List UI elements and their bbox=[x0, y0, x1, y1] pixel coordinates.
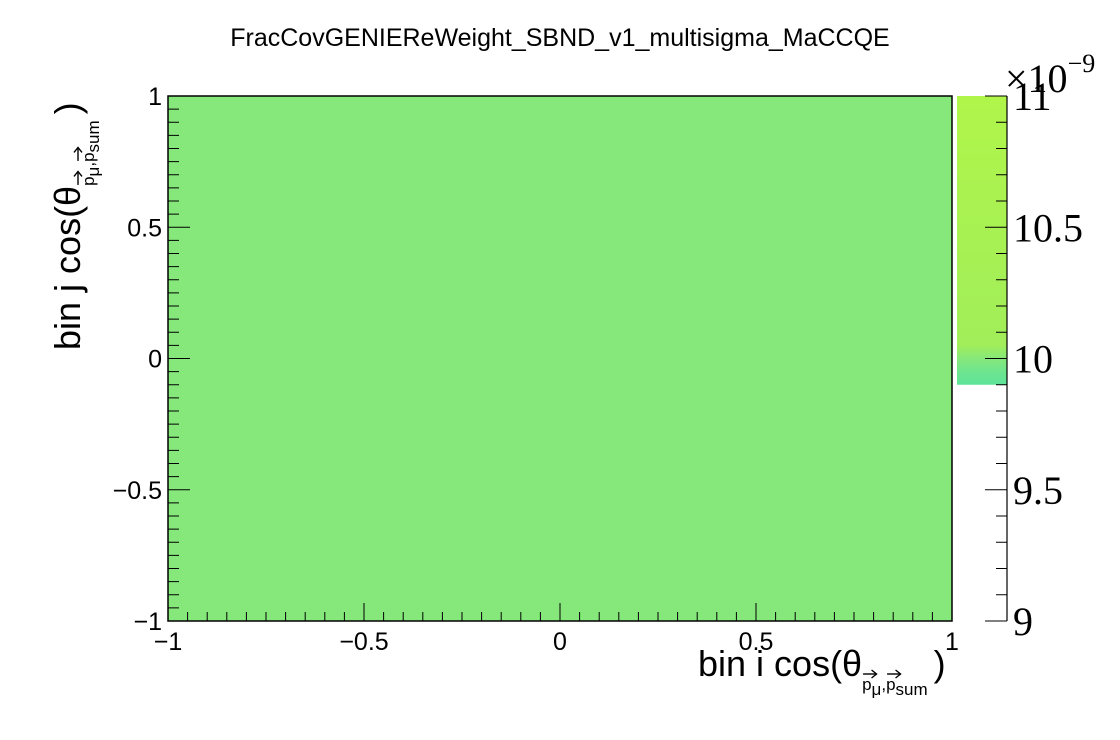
x-axis-label-text: bin i cos(θpμ,psum) bbox=[698, 643, 946, 699]
x-axis-label: bin i cos(θpμ,psum) bbox=[698, 643, 946, 699]
x-axis-label-vector-arrowhead bbox=[895, 669, 902, 679]
colorbar-tick-label: 11 bbox=[1013, 74, 1052, 119]
y-axis-label-sub-p2: p bbox=[79, 152, 98, 161]
x-axis-label-sub-sum: sum bbox=[896, 680, 928, 699]
x-axis-label-sub-mu: μ bbox=[872, 680, 882, 699]
x-tick-label: 1 bbox=[945, 628, 959, 656]
x-tick-label: 0 bbox=[553, 628, 567, 656]
x-axis-label-suffix: ) bbox=[934, 643, 946, 684]
y-axis-label-text: bin j cos(θpμ,psum) bbox=[47, 102, 103, 350]
y-tick-label: −0.5 bbox=[113, 477, 162, 505]
x-axis-label-vector-arrowhead bbox=[871, 669, 878, 679]
x-tick-label: −0.5 bbox=[339, 628, 388, 656]
colorbar-multiplier: ×10−9 bbox=[1005, 49, 1095, 101]
y-axis-label: bin j cos(θpμ,psum) bbox=[47, 102, 103, 350]
y-axis-label-sub-sum: sum bbox=[84, 120, 103, 152]
colorbar-tick-label: 10 bbox=[1013, 337, 1053, 382]
y-tick-label: 0.5 bbox=[127, 214, 162, 242]
x-tick-label: 0.5 bbox=[739, 628, 774, 656]
y-axis-label-sub-p1: p bbox=[79, 176, 98, 185]
x-tick-label: −1 bbox=[154, 628, 183, 656]
colorbar-tick-label: 9.5 bbox=[1013, 468, 1063, 513]
y-tick-label: 1 bbox=[148, 83, 162, 111]
x-axis-label-sub-p2: p bbox=[886, 675, 895, 694]
x-axis-label-prefix: bin i cos(θ bbox=[698, 643, 862, 684]
y-axis-label-prefix: bin j cos(θ bbox=[47, 186, 88, 350]
x-axis-label-sub-p1: p bbox=[862, 675, 871, 694]
y-axis-label-vector-arrowhead bbox=[73, 146, 83, 153]
y-axis-label-suffix: ) bbox=[47, 102, 88, 114]
y-tick-label: 0 bbox=[148, 346, 162, 374]
colorbar-fill bbox=[957, 96, 1007, 385]
colorbar-tick-label: 9 bbox=[1013, 599, 1033, 644]
chart-title: FracCovGENIEReWeight_SBND_v1_multisigma_… bbox=[230, 24, 889, 52]
heatmap-cell bbox=[168, 96, 952, 621]
x-axis-label-sub-sep: , bbox=[881, 675, 886, 694]
colorbar-multiplier-base: ×10 bbox=[1005, 56, 1068, 101]
y-tick-label: −1 bbox=[133, 608, 162, 636]
y-axis-label-vector-arrowhead bbox=[73, 170, 83, 177]
colorbar-tick-label: 10.5 bbox=[1013, 205, 1083, 250]
y-axis-label-sub-mu: μ bbox=[84, 167, 103, 177]
colorbar-multiplier-exponent: −9 bbox=[1068, 49, 1096, 78]
y-axis-label-sub-sep: , bbox=[79, 162, 98, 167]
